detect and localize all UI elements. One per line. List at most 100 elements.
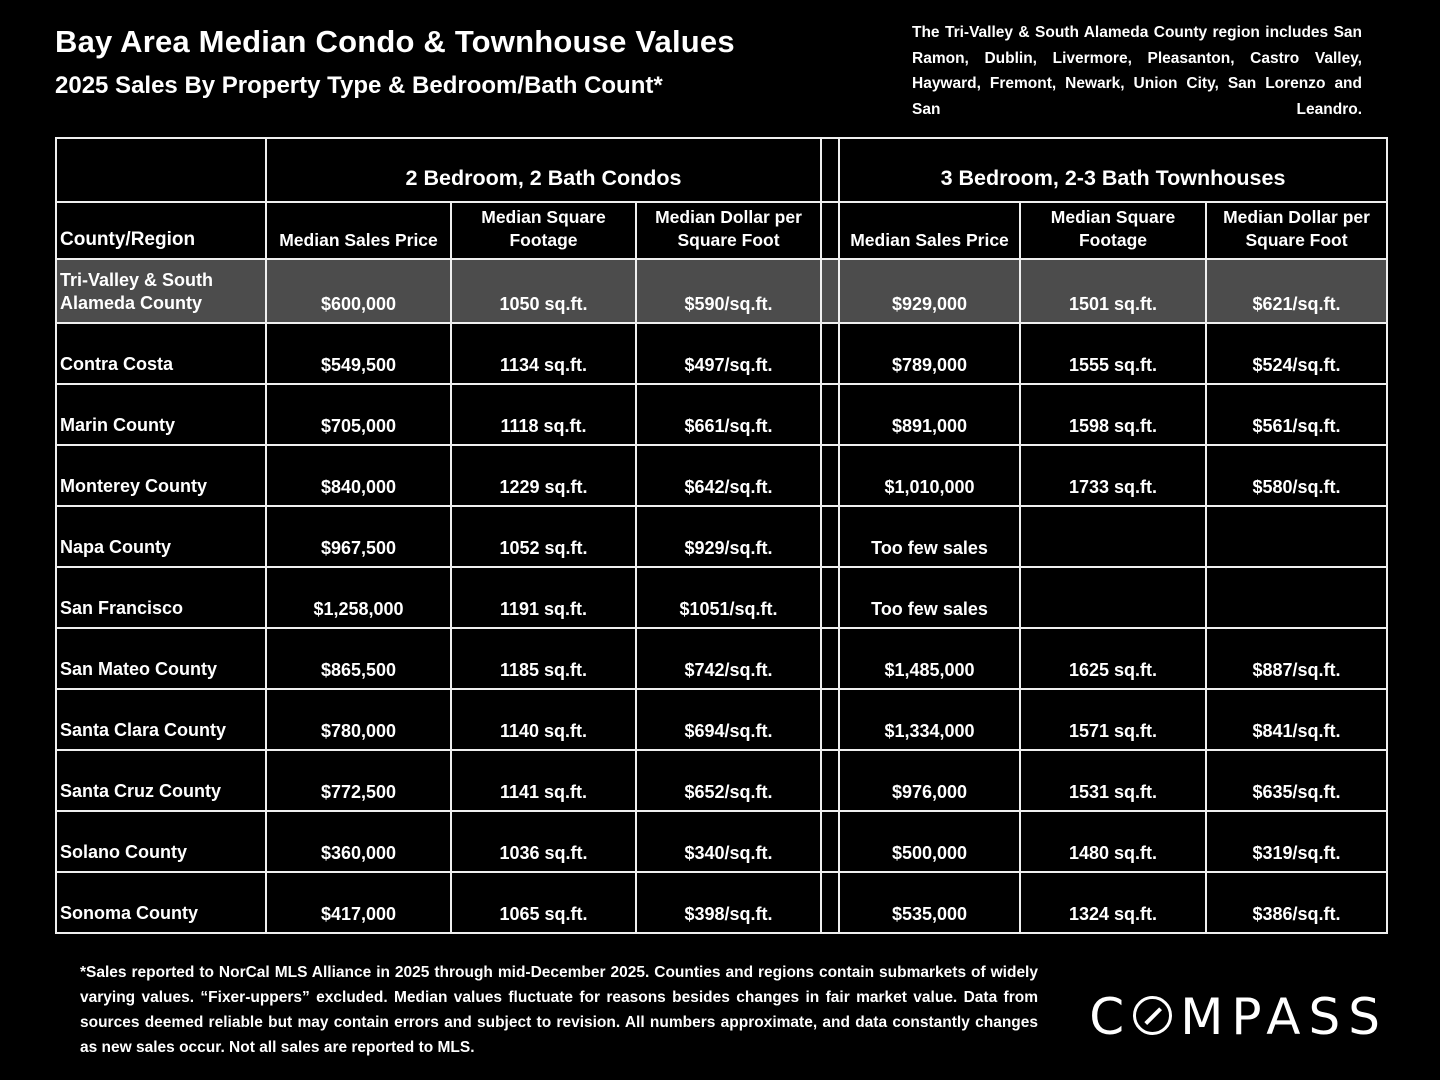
- condo-group-header: 2 Bedroom, 2 Bath Condos: [264, 137, 823, 203]
- townhouse-sqft-cell: 1501 sq.ft.: [1019, 258, 1208, 324]
- table-row: Napa County $967,500 1052 sq.ft. $929/sq…: [55, 505, 1389, 568]
- table-row: Marin County $705,000 1118 sq.ft. $661/s…: [55, 383, 1389, 446]
- townhouse-ppsf-cell: $841/sq.ft.: [1205, 688, 1389, 751]
- county-cell: San Mateo County: [55, 627, 267, 690]
- compass-logo: C MPASS: [1089, 988, 1388, 1046]
- townhouse-sqft-cell: [1019, 505, 1208, 568]
- condo-sqft-cell: 1185 sq.ft.: [450, 627, 637, 690]
- townhouse-group-header: 3 Bedroom, 2-3 Bath Townhouses: [838, 137, 1389, 203]
- condo-sqft-cell: 1229 sq.ft.: [450, 444, 637, 507]
- condo-price-cell: $780,000: [265, 688, 452, 751]
- townhouse-price-cell: $1,010,000: [838, 444, 1022, 507]
- group-divider: [820, 627, 841, 690]
- table-row: San Francisco $1,258,000 1191 sq.ft. $10…: [55, 566, 1389, 629]
- group-divider: [820, 383, 841, 446]
- condo-price-cell: $549,500: [265, 322, 452, 385]
- townhouse-sqft-cell: 1480 sq.ft.: [1019, 810, 1208, 873]
- townhouse-price-cell: Too few sales: [838, 566, 1022, 629]
- group-divider: [820, 688, 841, 751]
- townhouse-ppsf-cell: $635/sq.ft.: [1205, 749, 1389, 812]
- table-row: Santa Cruz County $772,500 1141 sq.ft. $…: [55, 749, 1389, 812]
- condo-ppsf-cell: $590/sq.ft.: [634, 258, 823, 324]
- condo-sqft-header: Median Square Footage: [450, 201, 637, 260]
- county-cell: San Francisco: [55, 566, 267, 629]
- disclaimer-footnote: *Sales reported to NorCal MLS Alliance i…: [80, 964, 1038, 1056]
- condo-price-cell: $865,500: [265, 627, 452, 690]
- county-cell: Napa County: [55, 505, 267, 568]
- townhouse-price-header: Median Sales Price: [838, 201, 1022, 260]
- townhouse-ppsf-cell: [1205, 505, 1389, 568]
- group-divider: [820, 201, 841, 260]
- condo-sqft-cell: 1065 sq.ft.: [450, 871, 637, 934]
- condo-ppsf-cell: $661/sq.ft.: [634, 383, 823, 446]
- condo-sqft-cell: 1140 sq.ft.: [450, 688, 637, 751]
- column-header-row: County/Region Median Sales Price Median …: [55, 201, 1389, 260]
- condo-sqft-cell: 1118 sq.ft.: [450, 383, 637, 446]
- compass-logo-text: MPASS: [1180, 988, 1388, 1046]
- townhouse-sqft-cell: 1733 sq.ft.: [1019, 444, 1208, 507]
- group-header-row: 2 Bedroom, 2 Bath Condos 3 Bedroom, 2-3 …: [55, 137, 1389, 203]
- page-subtitle: 2025 Sales By Property Type & Bedroom/Ba…: [55, 72, 663, 99]
- condo-sqft-cell: 1141 sq.ft.: [450, 749, 637, 812]
- townhouse-ppsf-header: Median Dollar per Square Foot: [1205, 201, 1389, 260]
- townhouse-ppsf-cell: $319/sq.ft.: [1205, 810, 1389, 873]
- condo-ppsf-cell: $1051/sq.ft.: [634, 566, 823, 629]
- group-divider: [820, 258, 841, 324]
- table-row: Tri-Valley & South Alameda County $600,0…: [55, 258, 1389, 324]
- townhouse-sqft-cell: 1571 sq.ft.: [1019, 688, 1208, 751]
- condo-ppsf-header: Median Dollar per Square Foot: [634, 201, 823, 260]
- county-cell: Marin County: [55, 383, 267, 446]
- table-row: Sonoma County $417,000 1065 sq.ft. $398/…: [55, 871, 1389, 934]
- condo-price-cell: $772,500: [265, 749, 452, 812]
- compass-o-icon: [1133, 996, 1173, 1035]
- county-cell: Tri-Valley & South Alameda County: [55, 258, 267, 324]
- corner-cell: [55, 137, 267, 203]
- group-divider: [820, 749, 841, 812]
- condo-sqft-cell: 1134 sq.ft.: [450, 322, 637, 385]
- condo-sqft-cell: 1036 sq.ft.: [450, 810, 637, 873]
- townhouse-price-cell: $891,000: [838, 383, 1022, 446]
- townhouse-price-cell: $1,334,000: [838, 688, 1022, 751]
- county-cell: Sonoma County: [55, 871, 267, 934]
- condo-price-cell: $967,500: [265, 505, 452, 568]
- group-divider: [820, 444, 841, 507]
- county-cell: Santa Clara County: [55, 688, 267, 751]
- townhouse-price-cell: $500,000: [838, 810, 1022, 873]
- condo-ppsf-cell: $652/sq.ft.: [634, 749, 823, 812]
- townhouse-price-cell: $929,000: [838, 258, 1022, 324]
- title-block: Bay Area Median Condo & Townhouse Values…: [55, 24, 735, 100]
- townhouse-sqft-cell: 1555 sq.ft.: [1019, 322, 1208, 385]
- condo-price-cell: $417,000: [265, 871, 452, 934]
- condo-ppsf-cell: $497/sq.ft.: [634, 322, 823, 385]
- condo-price-cell: $360,000: [265, 810, 452, 873]
- table-row: Santa Clara County $780,000 1140 sq.ft. …: [55, 688, 1389, 751]
- townhouse-price-cell: $535,000: [838, 871, 1022, 934]
- condo-price-header: Median Sales Price: [265, 201, 452, 260]
- townhouse-ppsf-cell: $621/sq.ft.: [1205, 258, 1389, 324]
- condo-price-cell: $1,258,000: [265, 566, 452, 629]
- condo-sqft-cell: 1191 sq.ft.: [450, 566, 637, 629]
- county-region-header: County/Region: [55, 201, 267, 260]
- townhouse-price-cell: $1,485,000: [838, 627, 1022, 690]
- county-cell: Contra Costa: [55, 322, 267, 385]
- townhouse-price-cell: $976,000: [838, 749, 1022, 812]
- townhouse-ppsf-cell: $386/sq.ft.: [1205, 871, 1389, 934]
- table-row: Monterey County $840,000 1229 sq.ft. $64…: [55, 444, 1389, 507]
- table-row: Contra Costa $549,500 1134 sq.ft. $497/s…: [55, 322, 1389, 385]
- townhouse-sqft-cell: [1019, 566, 1208, 629]
- condo-ppsf-cell: $398/sq.ft.: [634, 871, 823, 934]
- group-divider: [820, 505, 841, 568]
- region-note: The Tri-Valley & South Alameda County re…: [912, 24, 1362, 118]
- group-divider: [820, 137, 841, 203]
- condo-ppsf-cell: $694/sq.ft.: [634, 688, 823, 751]
- townhouse-sqft-header: Median Square Footage: [1019, 201, 1208, 260]
- county-cell: Solano County: [55, 810, 267, 873]
- townhouse-price-cell: $789,000: [838, 322, 1022, 385]
- townhouse-sqft-cell: 1324 sq.ft.: [1019, 871, 1208, 934]
- table-row: San Mateo County $865,500 1185 sq.ft. $7…: [55, 627, 1389, 690]
- county-cell: Monterey County: [55, 444, 267, 507]
- townhouse-sqft-cell: 1625 sq.ft.: [1019, 627, 1208, 690]
- townhouse-ppsf-cell: [1205, 566, 1389, 629]
- values-table: 2 Bedroom, 2 Bath Condos 3 Bedroom, 2-3 …: [55, 137, 1389, 934]
- condo-sqft-cell: 1052 sq.ft.: [450, 505, 637, 568]
